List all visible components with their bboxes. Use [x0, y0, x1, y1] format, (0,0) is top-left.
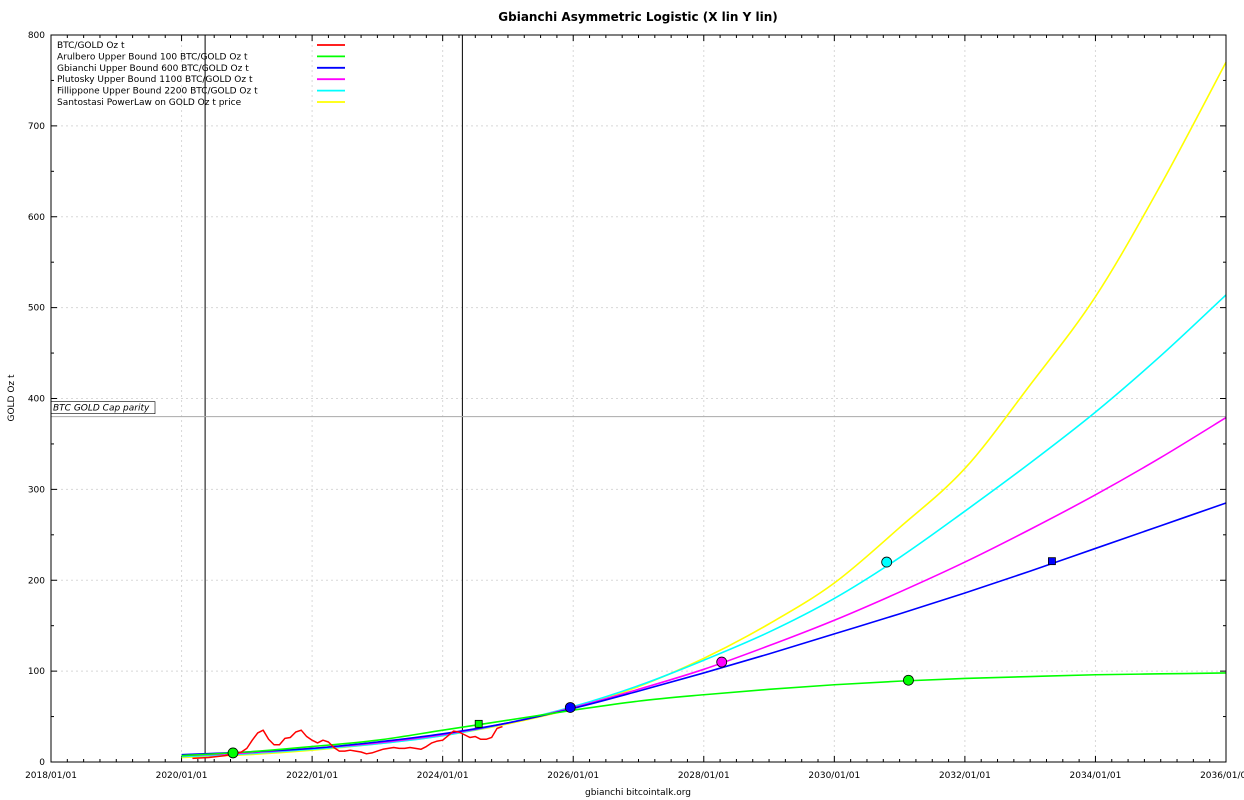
y-tick-label: 300	[28, 485, 45, 495]
x-tick-label: 2028/01/01	[678, 771, 730, 781]
x-tick-label: 2022/01/01	[286, 771, 338, 781]
series-marker-square	[1048, 557, 1056, 566]
y-tick-label: 0	[39, 758, 45, 768]
series-marker-circle	[227, 747, 239, 759]
series-marker-square	[474, 719, 483, 728]
x-tick-label: 2034/01/01	[1070, 771, 1122, 781]
legend-label: Gbianchi Upper Bound 600 BTC/GOLD Oz t	[57, 64, 249, 74]
x-tick-label: 2020/01/01	[156, 771, 208, 781]
legend-label: Arulbero Upper Bound 100 BTC/GOLD Oz t	[57, 52, 248, 62]
y-tick-label: 100	[28, 667, 45, 677]
parity-label: BTC GOLD Cap parity	[53, 404, 150, 414]
y-tick-label: 400	[28, 395, 45, 405]
x-tick-label: 2024/01/01	[417, 771, 469, 781]
plot-frame	[50, 34, 1227, 763]
legend-label: BTC/GOLD Oz t	[57, 41, 125, 51]
series-line-4	[181, 294, 1227, 758]
y-tick-label: 700	[28, 122, 45, 132]
grid	[51, 35, 1226, 762]
series-marker-circle	[903, 674, 914, 686]
legend-label: Santostasi PowerLaw on GOLD Oz t price	[57, 98, 242, 108]
x-tick-label: 2026/01/01	[547, 771, 599, 781]
vertical-lines	[204, 35, 463, 762]
y-tick-label: 600	[28, 213, 45, 223]
y-tick-label: 200	[28, 576, 45, 586]
x-tick-label: 2030/01/01	[808, 771, 860, 781]
chart-title: Gbianchi Asymmetric Logistic (X lin Y li…	[498, 10, 777, 24]
axes: 2018/01/01 2020/01/01 2022/01/01 2024/01/01…	[25, 31, 1244, 781]
x-axis-label: gbianchi bitcointalk.org	[585, 788, 691, 798]
x-tick-label: 2036/01/01	[1200, 771, 1244, 781]
x-tick-label: 2018/01/01	[25, 771, 77, 781]
series-marker-circle	[716, 656, 728, 668]
y-tick-label: 500	[28, 304, 45, 314]
y-axis-label: GOLD Oz t	[7, 374, 17, 422]
marker-group	[227, 556, 1056, 759]
series-marker-circle	[881, 556, 893, 568]
series-line-1	[181, 672, 1227, 757]
cap-parity-line: BTC GOLD Cap parity	[50, 401, 1226, 418]
series-marker-circle	[564, 702, 576, 713]
y-tick-label: 800	[28, 31, 45, 41]
legend-label: Plutosky Upper Bound 1100 BTC/GOLD Oz t	[57, 75, 253, 85]
x-tick-label: 2032/01/01	[939, 771, 991, 781]
series-line-0	[192, 725, 503, 760]
legend-label: Fillippone Upper Bound 2200 BTC/GOLD Oz …	[57, 87, 258, 97]
